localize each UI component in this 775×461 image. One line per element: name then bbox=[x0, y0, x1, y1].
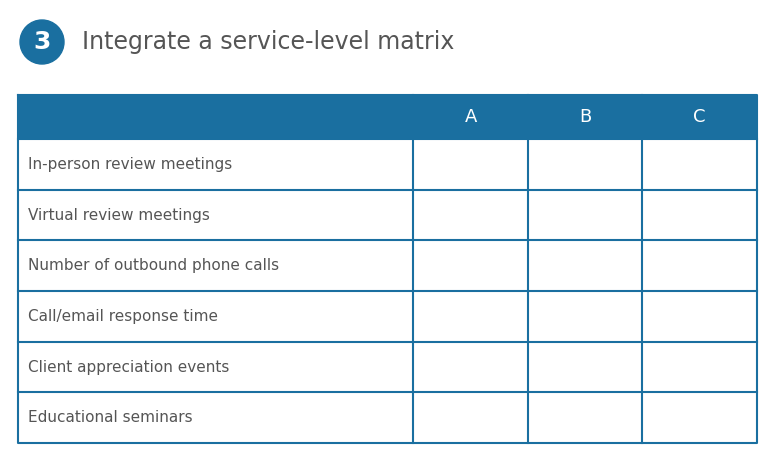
Text: C: C bbox=[694, 108, 706, 126]
Bar bbox=[18, 139, 757, 189]
Text: Call/email response time: Call/email response time bbox=[28, 309, 218, 324]
Text: 3: 3 bbox=[33, 30, 50, 54]
Text: A: A bbox=[464, 108, 477, 126]
Text: Number of outbound phone calls: Number of outbound phone calls bbox=[28, 258, 279, 273]
Text: B: B bbox=[579, 108, 591, 126]
Bar bbox=[18, 342, 757, 392]
Bar bbox=[18, 291, 757, 342]
Text: Client appreciation events: Client appreciation events bbox=[28, 360, 229, 374]
Bar bbox=[18, 95, 757, 139]
Text: Virtual review meetings: Virtual review meetings bbox=[28, 207, 210, 223]
Bar bbox=[18, 189, 757, 240]
Text: Educational seminars: Educational seminars bbox=[28, 410, 193, 425]
Bar bbox=[18, 240, 757, 291]
Text: In-person review meetings: In-person review meetings bbox=[28, 157, 233, 172]
Text: Integrate a service-level matrix: Integrate a service-level matrix bbox=[82, 30, 454, 54]
Bar bbox=[18, 392, 757, 443]
Circle shape bbox=[20, 20, 64, 64]
